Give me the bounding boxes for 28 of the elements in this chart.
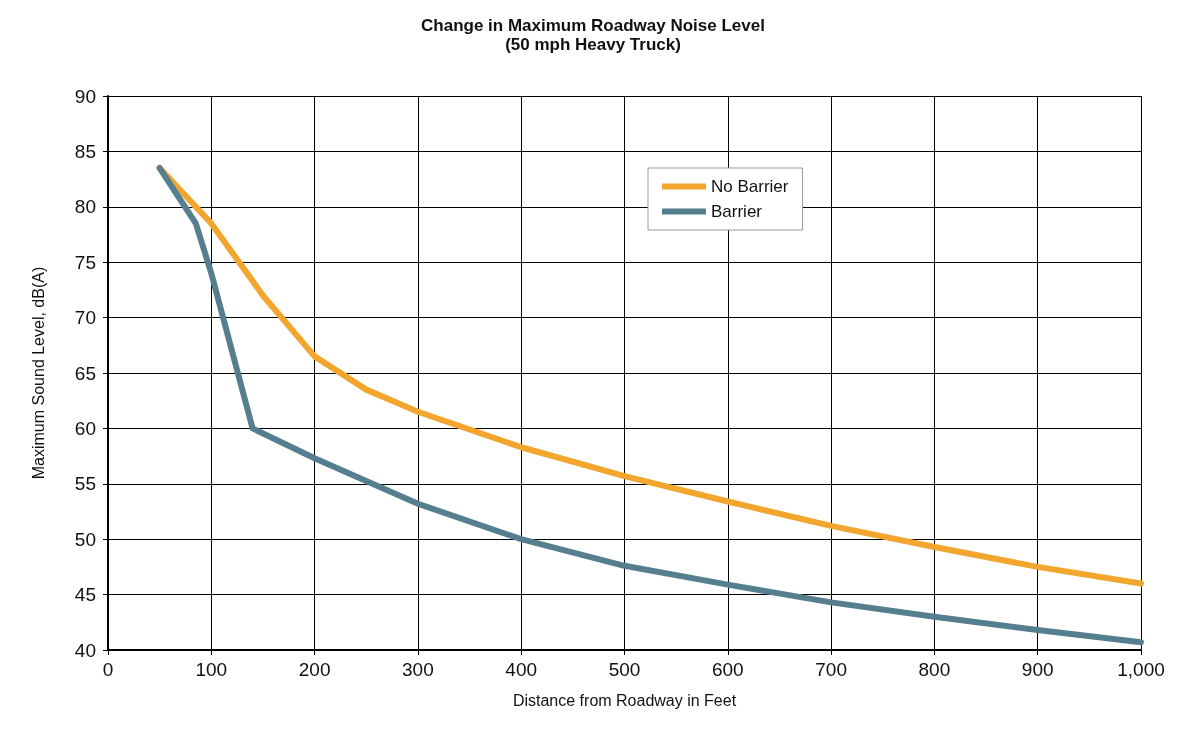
x-tick-label: 800 xyxy=(918,659,951,680)
chart-title: Change in Maximum Roadway Noise Level xyxy=(421,16,765,35)
y-tick-label: 65 xyxy=(74,362,96,384)
x-tick-label: 0 xyxy=(102,659,114,680)
x-tick-label: 400 xyxy=(505,659,538,680)
y-tick-label: 40 xyxy=(74,639,96,661)
x-tick-label: 600 xyxy=(711,659,744,680)
y-tick-label: 70 xyxy=(74,307,96,329)
x-tick-label: 900 xyxy=(1021,659,1054,680)
x-axis-title: Distance from Roadway in Feet xyxy=(512,691,737,709)
y-tick-label: 75 xyxy=(74,251,96,273)
x-tick-label: 500 xyxy=(608,659,641,680)
x-tick-label: 300 xyxy=(402,659,434,680)
y-axis-title: Maximum Sound Level, dB(A) xyxy=(29,266,47,480)
y-tick-label: 90 xyxy=(74,85,96,107)
y-tick-label: 50 xyxy=(74,528,96,550)
x-tick-label: 700 xyxy=(815,659,847,680)
y-tick-label: 55 xyxy=(74,473,96,495)
x-tick-label: 1,000 xyxy=(1117,659,1165,680)
y-tick-label: 45 xyxy=(74,584,96,606)
y-tick-label: 85 xyxy=(74,140,96,162)
y-tick-label: 80 xyxy=(74,196,96,218)
chart-subtitle: (50 mph Heavy Truck) xyxy=(505,35,681,54)
legend-label: Barrier xyxy=(711,202,763,221)
y-tick-label: 60 xyxy=(74,417,96,439)
x-tick-label: 100 xyxy=(195,659,228,680)
x-tick-label: 200 xyxy=(298,659,331,680)
legend-label: No Barrier xyxy=(711,177,789,196)
